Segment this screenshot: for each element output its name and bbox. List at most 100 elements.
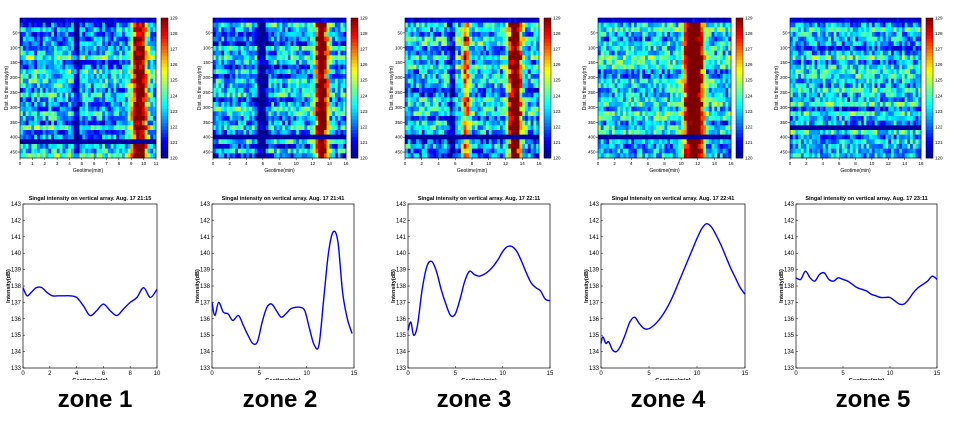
heatmap-cell [700,18,704,24]
heatmap-cell [68,50,72,56]
heatmap-cell [452,36,456,42]
heatmap-cell [279,41,283,47]
heatmap-cell [717,36,721,42]
heatmap-cell [257,139,261,145]
heatmap-cell [287,64,291,70]
heatmap-cell [474,134,478,140]
heatmap-cell [488,32,492,38]
heatmap-cell [488,106,492,112]
heatmap-cell [405,60,409,66]
heatmap-cell [513,41,518,47]
heatmap-cell [96,134,100,140]
colorbar-segment [161,39,168,43]
colorbar-segment [161,116,168,120]
heatmap-cell [153,18,157,24]
heatmap-cell [226,74,231,80]
heatmap-cell [213,55,217,61]
heatmap-cell [343,153,347,159]
heatmap-cell [122,88,126,94]
heatmap-cell [301,74,305,80]
heatmap-cell [307,148,311,154]
heatmap-cell [96,22,100,28]
heatmap-cell [609,36,613,42]
heatmap-cell [290,106,294,112]
heatmap-cell [452,97,456,103]
heatmap-cell [54,88,58,94]
heatmap-cell [262,116,267,122]
heatmap-cell [150,78,154,84]
heatmap-cell [28,139,32,145]
heatmap-cell [79,106,83,112]
heatmap-cell [516,74,520,80]
heatmap-cell [480,64,484,70]
heatmap-cell [254,134,258,140]
heatmap-cell [664,50,668,56]
heatmap-cell [307,27,311,33]
heatmap-cell [505,153,509,159]
heatmap-cell [519,144,523,150]
heatmap-cell [460,120,465,126]
heatmap-cell [483,22,487,28]
heatmap-cell [119,74,123,80]
heatmap-cell [421,83,425,89]
heatmap-cell [622,27,627,33]
heatmap-cell [56,36,61,42]
heatmap-cell [312,92,316,98]
heatmap-cell [273,148,278,154]
heatmap-cell [628,18,632,24]
heatmap-cell [480,50,484,56]
heatmap-cell [257,36,261,42]
heatmap-cell [124,64,129,70]
heatmap-cell [463,125,467,131]
heatmap-cell [463,102,467,108]
heatmap-cell [240,153,244,159]
heatmap-cell [122,78,126,84]
heatmap-cell [438,36,442,42]
heatmap-cell [505,74,509,80]
heatmap-cell [410,27,414,33]
heatmap-cell [271,120,275,126]
heatmap-cell [516,27,520,33]
heatmap-cell [20,55,24,61]
heatmap-cell [237,22,242,28]
heatmap-cell [276,74,280,80]
heatmap-cell [48,83,52,89]
heatmap-cell [334,130,339,136]
heatmap-cell [279,120,283,126]
heatmap-cell [480,111,484,117]
heatmap-cell [116,18,120,24]
heatmap-cell [90,41,95,47]
heatmap-cell [215,46,219,52]
heatmap-cell [262,139,267,145]
heatmap-cell [249,97,253,103]
colorbar-segment [161,88,168,92]
heatmap-cell [315,55,319,61]
heatmap-cell [432,92,437,98]
heatmap-cell [511,22,515,28]
heatmap-cell [290,148,294,154]
heatmap-cell [499,55,504,61]
heatmap-cell [530,36,534,42]
heatmap-cell [141,46,146,52]
heatmap-cell [287,50,291,56]
heatmap-cell [39,41,44,47]
heatmap-cell [600,22,604,28]
heatmap-cell [79,46,83,52]
heatmap-cell [119,36,123,42]
colorbar-tick-label: 124 [360,93,368,98]
heatmap-cell [257,50,261,56]
heatmap-cell [232,111,236,117]
heatmap-cell [56,60,61,66]
heatmap-cell [105,116,109,122]
colorbar-segment [544,35,551,40]
heatmap-cell [463,111,467,117]
heatmap-cell [413,120,417,126]
heatmap-cell [477,102,481,108]
colorbar-segment [544,105,551,110]
heatmap-cell [631,22,635,28]
heatmap-cell [235,36,239,42]
heatmap-cell [430,36,434,42]
heatmap-cell [477,148,481,154]
heatmap-cell [279,50,283,56]
heatmap-cell [62,111,66,117]
